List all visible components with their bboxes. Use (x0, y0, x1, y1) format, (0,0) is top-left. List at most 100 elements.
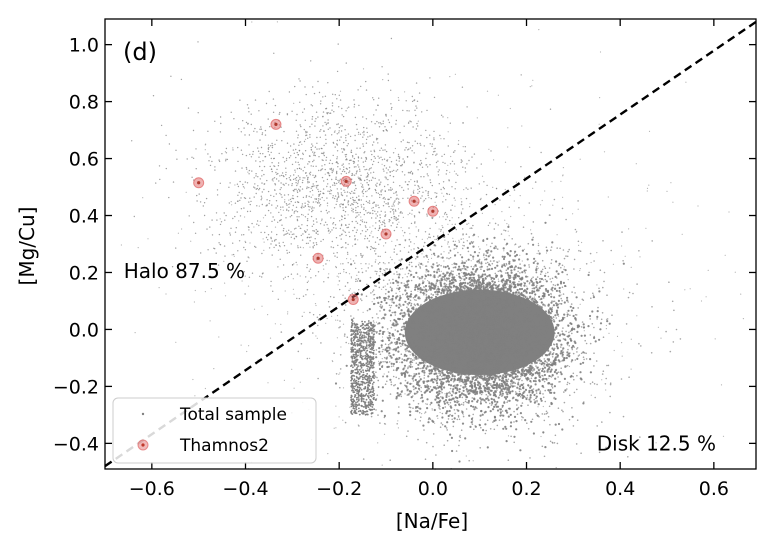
total-sample-point (523, 327, 526, 330)
total-sample-point (547, 314, 551, 317)
total-sample-point (523, 307, 526, 310)
total-sample-point (510, 269, 513, 272)
total-sample-point (395, 360, 398, 364)
total-sample-point (493, 312, 496, 315)
total-sample-point (471, 329, 474, 332)
total-sample-point (461, 256, 464, 259)
total-sample-point (453, 243, 456, 246)
total-sample-point (408, 317, 411, 320)
total-sample-point (445, 324, 448, 327)
total-sample-point (378, 367, 382, 371)
total-sample-point (535, 340, 538, 343)
total-sample-point (408, 403, 411, 406)
total-sample-point (474, 270, 477, 273)
total-sample-point (521, 271, 524, 274)
total-sample-point (492, 337, 495, 340)
total-sample-point (426, 338, 429, 341)
total-sample-point (432, 252, 436, 255)
total-sample-point (441, 289, 444, 292)
total-sample-point (606, 320, 609, 323)
total-sample-point (558, 319, 561, 322)
total-sample-point (488, 348, 491, 351)
total-sample-point (496, 314, 499, 317)
total-sample-point (497, 365, 501, 368)
total-sample-point (394, 349, 397, 352)
total-sample-point (570, 339, 573, 342)
total-sample-point (398, 338, 401, 341)
total-sample-point (460, 296, 463, 300)
total-sample-point (479, 414, 482, 417)
total-sample-point (561, 271, 564, 274)
total-sample-point (589, 358, 592, 361)
total-sample-point (572, 306, 575, 310)
total-sample-point (546, 354, 549, 357)
total-sample-point (503, 396, 507, 399)
total-sample-point (446, 410, 449, 413)
total-sample-point (519, 365, 522, 368)
total-sample-point (360, 293, 363, 296)
total-sample-point (506, 323, 509, 326)
total-sample-point (444, 425, 447, 428)
total-sample-point (493, 236, 496, 239)
total-sample-point (334, 382, 338, 385)
total-sample-point (436, 352, 439, 355)
total-sample-point (496, 343, 499, 346)
total-sample-point (377, 281, 380, 284)
total-sample-point (387, 295, 390, 298)
total-sample-point (534, 377, 537, 380)
total-sample-point (479, 397, 482, 400)
total-sample-point (456, 368, 460, 371)
total-sample-point (482, 288, 485, 291)
total-sample-point (480, 314, 483, 317)
total-sample-point (532, 300, 535, 303)
total-sample-point (395, 347, 398, 350)
total-sample-point (464, 281, 467, 284)
total-sample-point (550, 301, 553, 304)
total-sample-point (488, 286, 492, 289)
total-sample-point (399, 382, 402, 385)
total-sample-point (397, 366, 400, 370)
total-sample-point (497, 285, 500, 288)
total-sample-point (508, 262, 511, 265)
total-sample-point (359, 279, 362, 282)
total-sample-point (397, 276, 400, 279)
total-sample-point (443, 350, 446, 354)
total-sample-point (517, 349, 520, 352)
total-sample-point (466, 390, 469, 393)
total-sample-point (461, 365, 464, 368)
total-sample-point (513, 415, 517, 418)
total-sample-point (474, 389, 477, 392)
total-sample-point (471, 378, 474, 381)
total-sample-point (509, 280, 512, 283)
total-sample-point (487, 311, 490, 314)
total-sample-point (446, 354, 449, 357)
total-sample-point (462, 272, 465, 275)
total-sample-point (448, 280, 451, 283)
total-sample-point (555, 309, 559, 312)
total-sample-point (469, 293, 472, 296)
total-sample-point (441, 354, 444, 358)
total-sample-point (388, 339, 391, 342)
total-sample-point (508, 254, 512, 257)
total-sample-point (412, 385, 415, 388)
total-sample-point (397, 306, 400, 309)
total-sample-point (368, 308, 371, 311)
total-sample-point (495, 386, 498, 389)
total-sample-point (469, 242, 472, 245)
total-sample-point (557, 272, 560, 275)
total-sample-point (416, 390, 419, 393)
total-sample-point (540, 327, 543, 330)
total-sample-point (414, 387, 417, 390)
total-sample-point (533, 305, 536, 308)
total-sample-point (472, 376, 475, 379)
total-sample-point (422, 317, 425, 320)
total-sample-point (563, 333, 566, 336)
total-sample-point (455, 245, 458, 248)
total-sample-point (378, 350, 381, 353)
total-sample-point (554, 377, 557, 380)
total-sample-point (399, 333, 402, 336)
total-sample-point (508, 348, 511, 351)
total-sample-point (395, 397, 398, 400)
total-sample-point (461, 422, 465, 425)
total-sample-point (553, 385, 557, 388)
